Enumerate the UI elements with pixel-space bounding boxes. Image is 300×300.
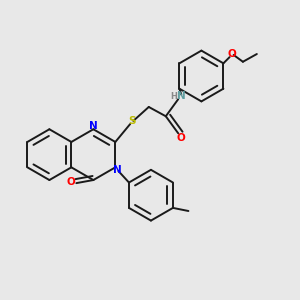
Text: N: N xyxy=(89,121,98,130)
Text: O: O xyxy=(66,177,75,187)
Text: O: O xyxy=(177,133,186,143)
Text: S: S xyxy=(128,116,136,126)
Text: O: O xyxy=(228,49,237,59)
Text: N: N xyxy=(112,165,121,176)
Text: N: N xyxy=(177,91,186,100)
Text: H: H xyxy=(170,92,177,100)
